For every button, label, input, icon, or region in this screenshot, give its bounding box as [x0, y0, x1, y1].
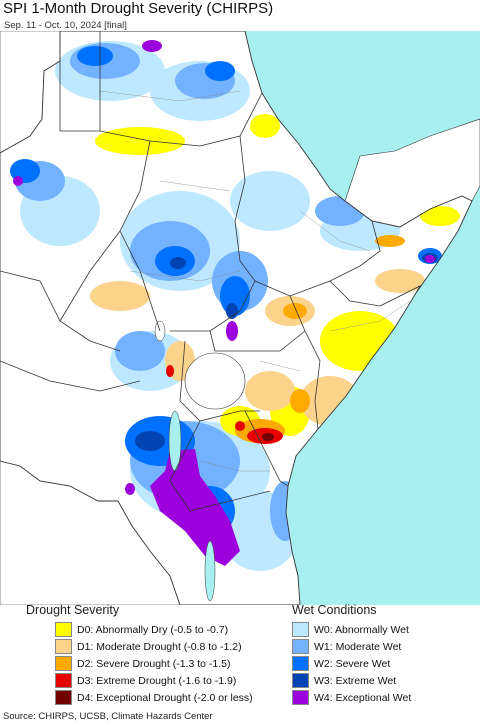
wet-legend-item: W4: Exceptional Wet: [292, 690, 411, 705]
drought-legend-label: D0: Abnormally Dry (-0.5 to -0.7): [77, 623, 229, 636]
drought-legend-label: D3: Extreme Drought (-1.6 to -1.9): [77, 674, 237, 687]
wet-swatch: [292, 690, 309, 705]
drought-legend-item: D2: Severe Drought (-1.3 to -1.5): [55, 656, 231, 671]
wet-legend-item: W2: Severe Wet: [292, 656, 390, 671]
lake-victoria: [184, 352, 246, 410]
drought-map: [0, 31, 480, 605]
drought-swatch: [55, 673, 72, 688]
country-borders: [0, 31, 422, 512]
drought-swatch: [55, 656, 72, 671]
drought-legend-label: D2: Severe Drought (-1.3 to -1.5): [77, 657, 231, 670]
lake-malawi: [204, 540, 216, 602]
map-date-range: Sep. 11 - Oct. 10, 2024 [final]: [4, 20, 127, 31]
wet-swatch: [292, 673, 309, 688]
map-title: SPI 1-Month Drought Severity (CHIRPS): [3, 0, 274, 17]
legend-title-drought: Drought Severity: [26, 603, 120, 617]
drought-legend-item: D0: Abnormally Dry (-0.5 to -0.7): [55, 622, 228, 637]
w4-areas: [13, 40, 435, 566]
drought-swatch: [55, 690, 72, 705]
wet-swatch: [292, 639, 309, 654]
wet-swatch: [292, 622, 309, 637]
drought-legend-item: D1: Moderate Drought (-0.8 to -1.2): [55, 639, 242, 654]
drought-swatch: [55, 639, 72, 654]
legend-title-wet: Wet Conditions: [292, 603, 377, 617]
wet-legend-item: W3: Extreme Wet: [292, 673, 396, 688]
wet-legend-label: W0: Abnormally Wet: [314, 623, 409, 636]
drought-swatch: [55, 622, 72, 637]
wet-legend-label: W3: Extreme Wet: [314, 674, 397, 687]
wet-swatch: [292, 656, 309, 671]
wet-legend-item: W0: Abnormally Wet: [292, 622, 409, 637]
wet-legend-label: W1: Moderate Wet: [314, 640, 402, 653]
d1-areas: [90, 269, 425, 426]
wet-legend-label: W4: Exceptional Wet: [314, 691, 412, 704]
admin-borders: [99, 90, 411, 472]
drought-legend-item: D4: Exceptional Drought (-2.0 or less): [55, 690, 253, 705]
wet-legend-item: W1: Moderate Wet: [292, 639, 401, 654]
drought-legend-item: D3: Extreme Drought (-1.6 to -1.9): [55, 673, 236, 688]
region-outline: [0, 31, 473, 605]
w3-areas: [135, 253, 438, 451]
drought-legend-label: D1: Moderate Drought (-0.8 to -1.2): [77, 640, 242, 653]
drought-legend-label: D4: Exceptional Drought (-2.0 or less): [77, 691, 253, 704]
d4-areas: [262, 433, 274, 441]
wet-legend-label: W2: Severe Wet: [314, 657, 391, 670]
red-sea: [245, 31, 480, 156]
source-credit: Source: CHIRPS, UCSB, Climate Hazards Ce…: [3, 711, 213, 722]
legend: Drought Severity Wet Conditions D0: Abno…: [0, 603, 480, 705]
